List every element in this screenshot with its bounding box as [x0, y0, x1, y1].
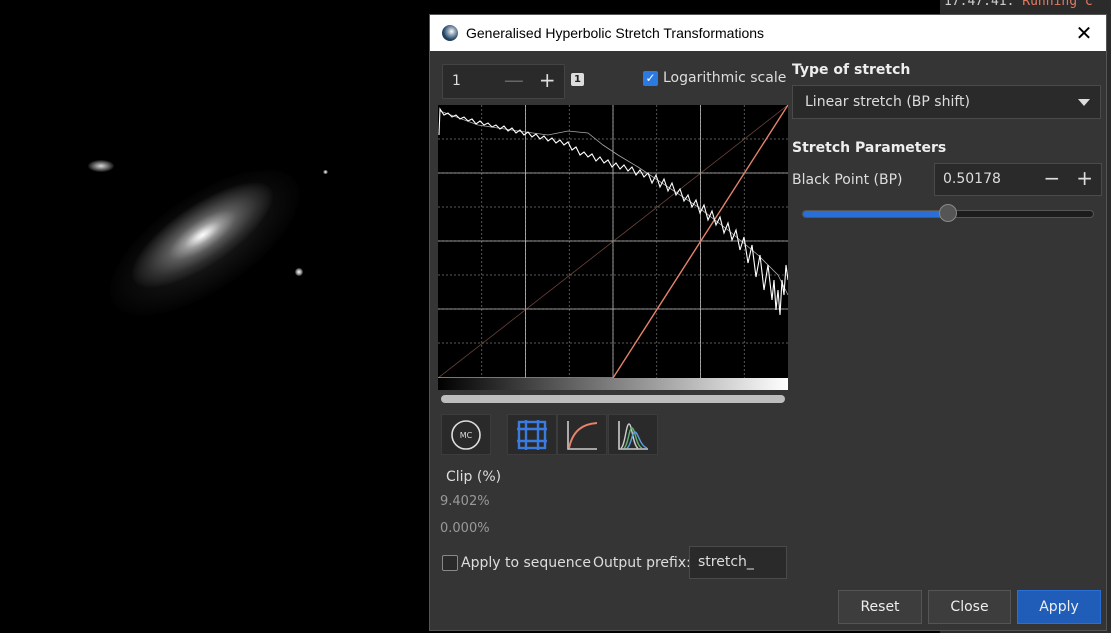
clip-low-value: 9.402% [440, 494, 490, 509]
black-point-slider-handle[interactable] [938, 204, 957, 222]
stretched-histogram [438, 107, 788, 316]
reset-button[interactable]: Reset [838, 590, 922, 624]
zoom-spinner[interactable]: 1 — + [442, 64, 565, 99]
output-prefix-label: Output prefix: [593, 555, 691, 571]
clip-label: Clip (%) [446, 469, 502, 485]
black-point-slider-fill [803, 211, 949, 217]
zoom-plus-button[interactable]: + [538, 68, 556, 92]
log-scale-label: Logarithmic scale [663, 70, 787, 86]
ghs-dialog: Generalised Hyperbolic Stretch Transform… [429, 14, 1107, 631]
star [295, 268, 303, 276]
original-histogram [439, 110, 788, 296]
zoom-reset-button[interactable]: 1 [571, 73, 584, 86]
apply-button[interactable]: Apply [1017, 590, 1101, 624]
stretch-type-value: Linear stretch (BP shift) [805, 94, 970, 110]
apply-sequence-label: Apply to sequence [461, 555, 591, 571]
grid-icon [517, 419, 547, 450]
histogram-plot[interactable] [438, 105, 788, 378]
stretch-parameters-heading: Stretch Parameters [792, 140, 947, 156]
grid-toggle-button[interactable] [507, 414, 557, 455]
title-bar: Generalised Hyperbolic Stretch Transform… [430, 15, 1106, 51]
image-canvas [0, 0, 430, 633]
stretch-curve [438, 105, 788, 378]
log-scale-checkbox[interactable]: ✓ [643, 71, 658, 86]
clip-high-value: 0.000% [440, 521, 490, 536]
black-point-minus-button[interactable]: − [1043, 166, 1061, 190]
star [323, 170, 328, 174]
zoom-value[interactable]: 1 [452, 73, 461, 89]
histogram-icon [618, 420, 648, 450]
horizontal-scrollbar[interactable] [441, 395, 785, 403]
mc-icon-text: MC [460, 431, 473, 440]
dialog-title: Generalised Hyperbolic Stretch Transform… [466, 25, 765, 41]
mc-toggle-button[interactable]: MC [441, 414, 491, 455]
identity-line [438, 105, 788, 378]
console-timestamp: 17:47:41: [944, 0, 1015, 9]
zoom-minus-button[interactable]: — [503, 68, 524, 92]
type-of-stretch-heading: Type of stretch [792, 62, 911, 78]
close-icon[interactable]: ✕ [1075, 21, 1093, 45]
console-status: Running c [1022, 0, 1093, 9]
black-point-value[interactable]: 0.50178 [943, 171, 1001, 187]
black-point-plus-button[interactable]: + [1076, 166, 1093, 190]
stretch-type-select[interactable]: Linear stretch (BP shift) [792, 85, 1101, 119]
gradient-bar [438, 378, 788, 390]
apply-sequence-checkbox[interactable] [442, 555, 458, 571]
satellite-galaxy [88, 160, 114, 172]
console-line: 17:47:41: Running c [944, 0, 1093, 9]
output-prefix-input[interactable]: stretch_ [689, 546, 787, 579]
histogram-toggle-button[interactable] [608, 414, 658, 455]
curve-toggle-button[interactable] [557, 414, 607, 455]
app-icon [442, 25, 458, 41]
black-point-spinner[interactable]: 0.50178 − + [934, 163, 1102, 196]
close-button[interactable]: Close [928, 590, 1011, 624]
black-point-label: Black Point (BP) [792, 172, 903, 188]
curve-icon [567, 420, 598, 450]
chevron-down-icon [1078, 99, 1090, 106]
mc-icon: MC [451, 419, 481, 450]
